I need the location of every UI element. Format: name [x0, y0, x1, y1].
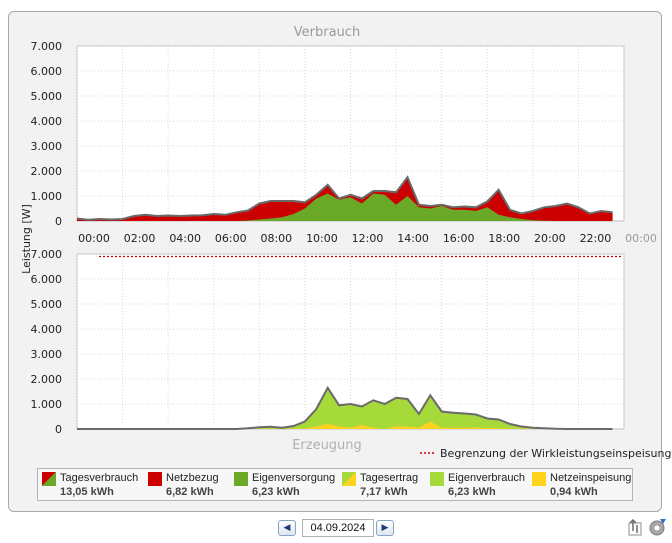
x-tick-label: 20:00	[534, 232, 566, 245]
right-arrow-icon: ▶	[381, 523, 389, 533]
x-tick-label: 14:00	[397, 232, 429, 245]
y-tick-label: 7.000	[31, 40, 63, 53]
x-tick-label: 04:00	[169, 232, 201, 245]
y-tick-label: 0	[55, 423, 62, 436]
legend-label: Eigenverbrauch	[448, 472, 526, 484]
x-tick-label: 02:00	[124, 232, 156, 245]
y-tick-label: 5.000	[31, 90, 63, 103]
y-tick-label: 2.000	[31, 373, 63, 386]
netzeinspeisung-area	[77, 421, 613, 429]
x-tick-label: 22:00	[580, 232, 612, 245]
chart-title: Verbrauch	[294, 25, 360, 40]
x-tick-label: 08:00	[260, 232, 292, 245]
x-tick-label: 06:00	[215, 232, 247, 245]
legend-swatch	[430, 472, 444, 486]
legend: Tagesverbrauch 13,05 kWh Netzbezug 6,82 kWh…	[37, 468, 633, 501]
y-tick-label: 3.000	[31, 140, 63, 153]
date-field[interactable]: 04.09.2024	[302, 519, 374, 537]
legend-value: 6,23 kWh	[448, 486, 496, 498]
legend-swatch	[42, 472, 56, 486]
y-tick-label: 6.000	[31, 273, 63, 286]
previous-day-button[interactable]: ◀	[278, 520, 296, 536]
x-tick-label: 00:00	[625, 232, 657, 245]
legend-label: Netzeinspeisung	[550, 472, 632, 484]
tagesverbrauch-line	[76, 175, 613, 221]
toolbar-icons	[627, 517, 671, 539]
legend-label: Tagesverbrauch	[60, 472, 139, 484]
limit-legend-label: Begrenzung der Wirkleistungseinspeisung	[440, 447, 671, 460]
legend-value: 6,23 kWh	[252, 486, 300, 498]
legend-label: Eigenversorgung	[252, 472, 336, 484]
tagesertrag-line	[77, 385, 613, 430]
eigenversorgung-area	[77, 193, 613, 221]
consumption-chart: Verbrauch 0 1.000 2.000 3.000 4.000 5.000 6.000…	[20, 25, 657, 274]
legend-swatch	[532, 472, 546, 486]
y-tick-label: 6.000	[31, 65, 63, 78]
legend-value: 7,17 kWh	[360, 486, 408, 498]
legend-swatch	[342, 472, 356, 486]
x-tick-label: 16:00	[443, 232, 475, 245]
legend-swatch	[148, 472, 162, 486]
next-day-button[interactable]: ▶	[376, 520, 394, 536]
chart-title: Erzeugung	[292, 438, 362, 453]
export-icon[interactable]	[628, 518, 642, 536]
legend-swatch	[234, 472, 248, 486]
settings-gear-icon[interactable]	[649, 519, 666, 536]
x-tick-label: 00:00	[78, 232, 110, 245]
legend-value: 0,94 kWh	[550, 486, 598, 498]
x-tick-label: 18:00	[488, 232, 520, 245]
y-tick-label: 5.000	[31, 298, 63, 311]
x-tick-label: 12:00	[352, 232, 384, 245]
y-tick-label: 1.000	[31, 190, 63, 203]
legend-label: Netzbezug	[166, 472, 219, 484]
generation-chart: 0 1.000 2.000 3.000 4.000 5.000 6.000 7.000 Erze…	[31, 248, 672, 460]
y-tick-label: 4.000	[31, 115, 63, 128]
y-tick-label: 2.000	[31, 165, 63, 178]
y-tick-label: 4.000	[31, 323, 63, 336]
legend-value: 13,05 kWh	[60, 486, 114, 498]
y-tick-label: 7.000	[31, 248, 63, 261]
legend-label: Tagesertrag	[360, 472, 419, 484]
date-navigation: ◀ 04.09.2024 ▶	[278, 518, 398, 540]
y-tick-label: 3.000	[31, 348, 63, 361]
legend-value: 6,82 kWh	[166, 486, 214, 498]
y-axis-label: Leistung [W]	[20, 204, 33, 274]
y-tick-label: 0	[55, 215, 62, 228]
eigenverbrauch-area	[77, 387, 613, 429]
y-tick-label: 1.000	[31, 398, 63, 411]
left-arrow-icon: ◀	[283, 523, 291, 533]
x-tick-label: 10:00	[306, 232, 338, 245]
